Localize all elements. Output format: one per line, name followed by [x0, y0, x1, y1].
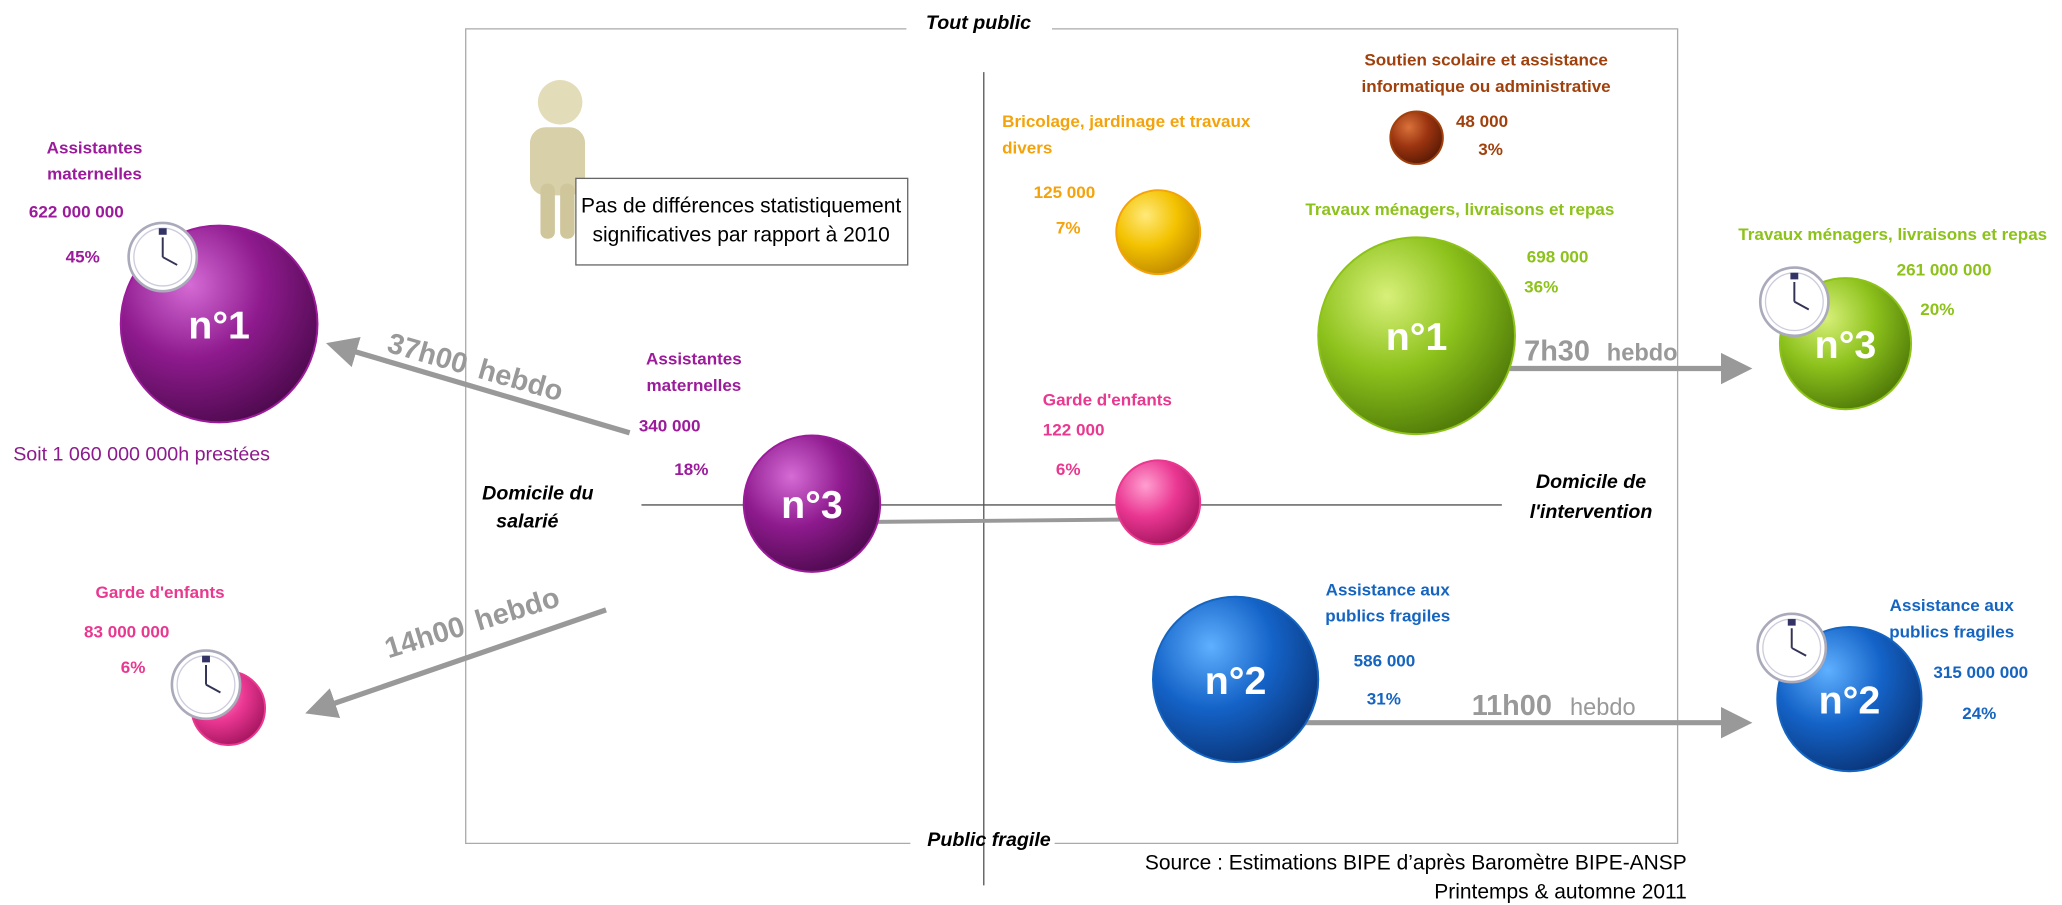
rank: n°3: [1815, 323, 1877, 367]
bubble-count: 122 000: [1043, 420, 1105, 439]
bubble-count: 48 000: [1456, 112, 1508, 131]
rank: n°1: [188, 303, 250, 347]
arrow-hours: 7h30: [1524, 336, 1590, 368]
bubble: [742, 434, 882, 573]
bubble-share: 3%: [1478, 140, 1503, 159]
bubble-label: Assistance aux: [1326, 580, 1451, 599]
bubble-count: 622 000 000: [29, 203, 124, 222]
bubble-label: Assistantes: [47, 138, 143, 157]
bubble: [1115, 189, 1202, 276]
source: Source : Estimations BIPE d’après Baromè…: [1145, 852, 1687, 875]
rank: n°1: [1386, 315, 1448, 359]
axis-left: salarié: [496, 510, 558, 532]
clock-icon: [170, 649, 242, 721]
bubble-count: 586 000: [1354, 651, 1416, 670]
bubble-label: Assistance aux: [1890, 596, 2015, 615]
bubble-label: publics fragiles: [1889, 622, 2014, 641]
axis-bottom: Public fragile: [927, 829, 1050, 851]
axis-right: l'intervention: [1530, 501, 1653, 523]
note: significatives par rapport à 2010: [593, 223, 890, 246]
bubble-label: Assistantes: [646, 350, 742, 369]
bubble-label: maternelles: [647, 376, 742, 395]
bubble-label: Travaux ménagers, livraisons et repas: [1738, 225, 2047, 244]
source: Printemps & automne 2011: [1434, 880, 1687, 903]
bubble-share: 24%: [1962, 704, 1996, 723]
bubble-label: Soutien scolaire et assistance: [1364, 51, 1608, 70]
arrow-unit: hebdo: [1607, 341, 1678, 367]
axis-top: Tout public: [926, 12, 1031, 34]
arrow: [305, 607, 607, 719]
note-box: [575, 177, 909, 266]
axis-right: Domicile de: [1536, 471, 1646, 493]
bubble-count: 125 000: [1034, 183, 1096, 202]
bubble-share: 45%: [66, 247, 100, 266]
person-icon: [529, 80, 586, 239]
bubble-label: informatique ou administrative: [1362, 77, 1611, 96]
rank: n°2: [1205, 659, 1267, 703]
bubble-share: 36%: [1524, 277, 1558, 296]
axis-left: Domicile du: [482, 483, 593, 505]
arrow-unit: hebdo: [1570, 695, 1636, 721]
bubble-count: 340 000: [639, 417, 701, 436]
bubble: [1317, 236, 1516, 436]
arrow: [326, 336, 631, 436]
bubble-label: Garde d'enfants: [1043, 390, 1172, 409]
clock-icon: [1756, 612, 1828, 684]
bubble-share: 31%: [1367, 689, 1401, 708]
bubble-count: 261 000 000: [1897, 260, 1992, 279]
bubble-label: Garde d'enfants: [96, 583, 225, 602]
bubble-label: Bricolage, jardinage et travaux: [1002, 112, 1251, 131]
link: [859, 517, 1146, 524]
bubble-share: 6%: [121, 658, 146, 677]
arrow-hours: 11h00: [1472, 690, 1552, 722]
note: Pas de différences statistiquement: [581, 194, 901, 217]
arrow-hours: 14h00: [381, 611, 469, 666]
bubble: [1115, 459, 1202, 546]
bubble-label: publics fragiles: [1325, 607, 1450, 626]
bubble-label: divers: [1002, 138, 1052, 157]
bubble-label: Travaux ménagers, livraisons et repas: [1305, 200, 1614, 219]
bubble-count: 83 000 000: [84, 622, 169, 641]
clock-icon: [1758, 266, 1830, 338]
bubble: [1151, 595, 1320, 764]
bubble-share: 18%: [674, 460, 708, 479]
clock-icon: [127, 221, 199, 293]
bubble-share: 20%: [1920, 300, 1954, 319]
bubble: [1389, 110, 1444, 165]
bubble-count: 315 000 000: [1933, 663, 2028, 682]
total-hours: Soit 1 060 000 000h prestées: [13, 443, 270, 465]
rank: n°2: [1819, 679, 1881, 723]
bubble-label: maternelles: [47, 165, 142, 184]
frame: [465, 28, 1679, 845]
bubble-share: 6%: [1056, 460, 1081, 479]
bubble-share: 7%: [1056, 218, 1081, 237]
rank: n°3: [781, 483, 843, 527]
bubble-count: 698 000: [1527, 247, 1589, 266]
